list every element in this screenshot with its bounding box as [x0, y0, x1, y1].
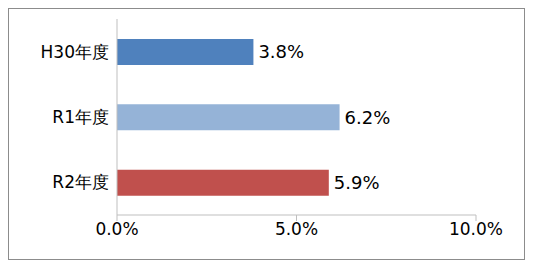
svg-text:R1年度: R1年度: [52, 107, 109, 127]
svg-text:5.9%: 5.9%: [334, 172, 380, 193]
svg-text:R2年度: R2年度: [52, 172, 109, 192]
svg-text:6.2%: 6.2%: [345, 107, 391, 128]
svg-text:0.0%: 0.0%: [95, 219, 138, 239]
svg-text:3.8%: 3.8%: [258, 41, 304, 62]
svg-text:5.0%: 5.0%: [275, 219, 318, 239]
svg-text:H30年度: H30年度: [41, 42, 109, 62]
svg-text:10.0%: 10.0%: [449, 219, 503, 239]
